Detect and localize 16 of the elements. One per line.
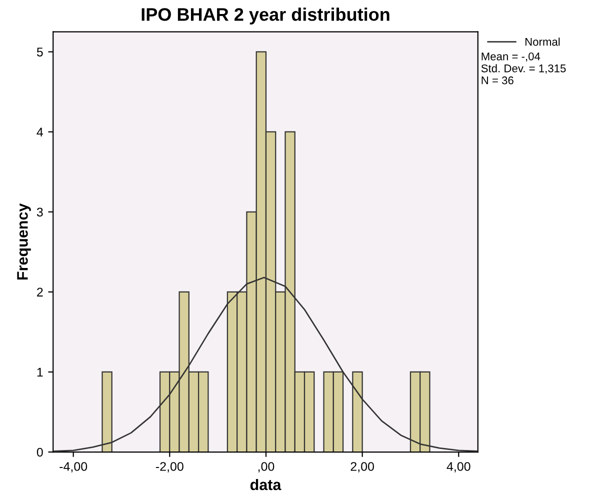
x-tick-label: ,00 — [258, 462, 274, 472]
x-tick-label: 2,00 — [350, 462, 374, 472]
x-tick-label: -4,00 — [60, 462, 88, 472]
text: Mean = -,04 Std. Dev. = 1,315 N = 36 — [481, 52, 566, 84]
x-tick-label: -2,00 — [156, 462, 184, 472]
y-tick-label: 3 — [36, 208, 43, 217]
legend-label: Normal — [525, 38, 560, 46]
y-tick-label: 4 — [36, 128, 44, 136]
x-axis-title: data — [250, 478, 282, 490]
y-axis-title: Frequency — [17, 203, 31, 280]
x-tick-label: 4,00 — [446, 462, 470, 472]
y-tick-label: 5 — [36, 48, 43, 56]
y-tick-label: 0 — [36, 448, 43, 457]
y-tick-label: 2 — [37, 288, 43, 296]
y-tick-label: 1 — [37, 368, 43, 377]
chart-title: IPO BHAR 2 year distribution — [142, 8, 390, 24]
